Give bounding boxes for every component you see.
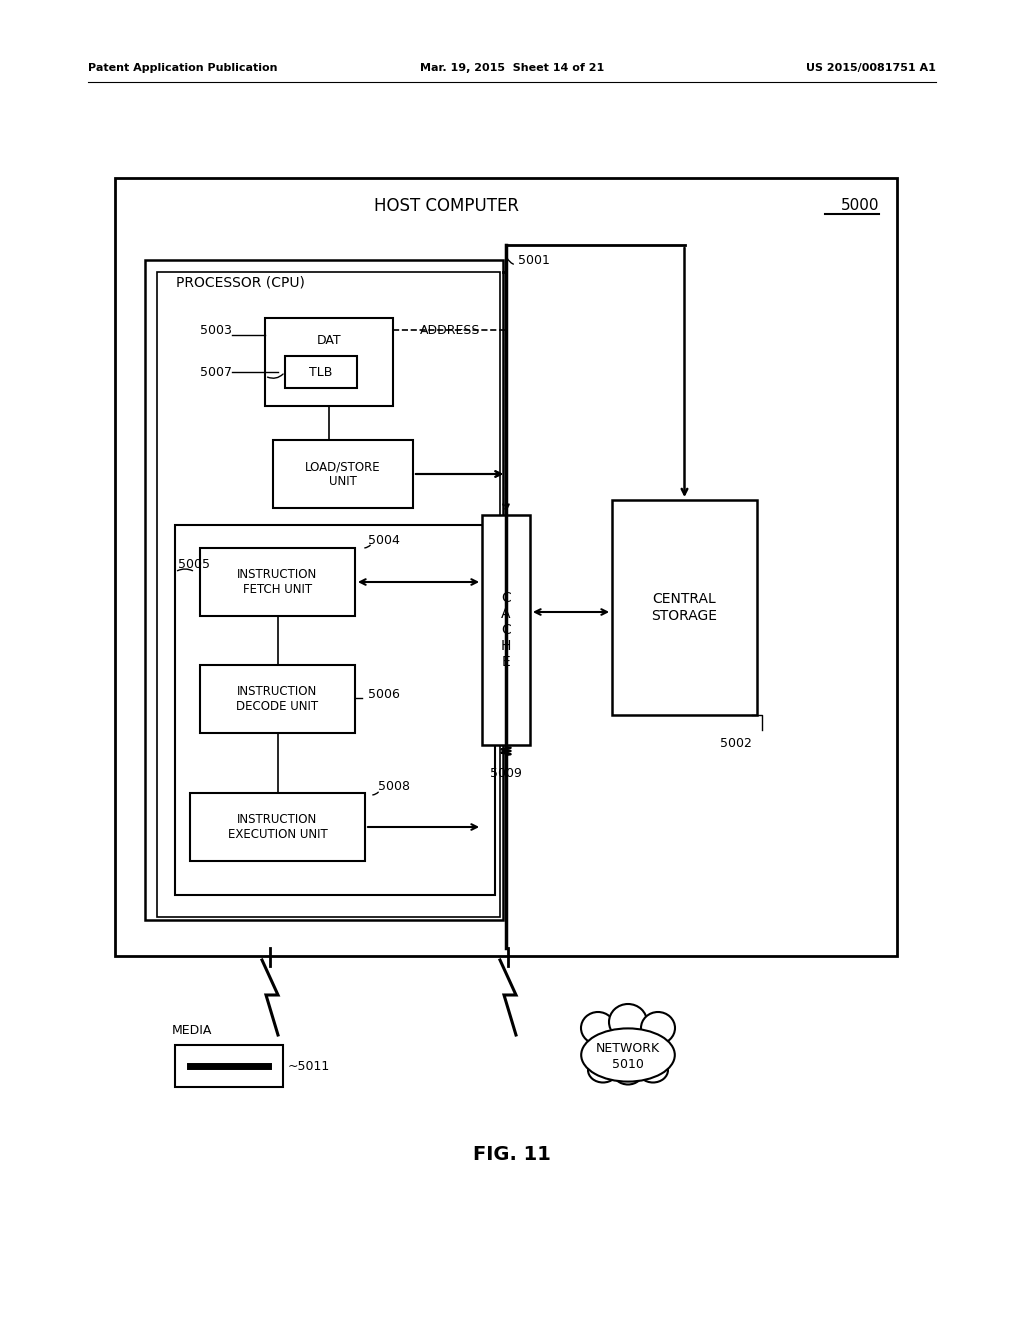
Bar [285,356,357,388]
Ellipse shape [609,1005,647,1040]
Text: Patent Application Publication: Patent Application Publication [88,63,278,73]
Text: 5009: 5009 [490,767,522,780]
Ellipse shape [613,1060,643,1085]
Text: DAT: DAT [316,334,341,346]
Text: 5008: 5008 [378,780,410,793]
Text: 5004: 5004 [368,533,400,546]
Bar [265,318,393,407]
Text: HOST COMPUTER: HOST COMPUTER [374,197,518,215]
Text: 5003: 5003 [200,323,231,337]
Text: 5006: 5006 [368,689,400,701]
Text: 5005: 5005 [178,558,210,572]
Bar [157,272,500,917]
Text: 5010: 5010 [612,1057,644,1071]
Bar [200,665,355,733]
Ellipse shape [581,1012,615,1044]
Bar [190,793,365,861]
Text: Mar. 19, 2015  Sheet 14 of 21: Mar. 19, 2015 Sheet 14 of 21 [420,63,604,73]
Bar [482,515,530,744]
Text: US 2015/0081751 A1: US 2015/0081751 A1 [806,63,936,73]
Text: ~5011: ~5011 [288,1060,331,1072]
Ellipse shape [588,1057,618,1082]
Text: ADDRESS: ADDRESS [420,323,480,337]
Ellipse shape [584,1034,672,1076]
Text: INSTRUCTION
EXECUTION UNIT: INSTRUCTION EXECUTION UNIT [227,813,328,841]
Bar [273,440,413,508]
Text: MEDIA: MEDIA [172,1024,212,1038]
Bar [200,548,355,616]
Ellipse shape [638,1057,668,1082]
Text: 5002: 5002 [720,737,752,750]
Text: TLB: TLB [309,366,333,379]
Text: PROCESSOR (CPU): PROCESSOR (CPU) [175,275,304,289]
Text: INSTRUCTION
FETCH UNIT: INSTRUCTION FETCH UNIT [238,568,317,597]
Text: C
A
C
H
E: C A C H E [501,590,511,669]
Bar [175,525,495,895]
Bar [145,260,503,920]
Text: NETWORK: NETWORK [596,1041,660,1055]
Ellipse shape [641,1012,675,1044]
Text: FIG. 11: FIG. 11 [473,1146,551,1164]
Text: 5001: 5001 [518,253,550,267]
Text: 5007: 5007 [200,366,232,379]
Text: CENTRAL
STORAGE: CENTRAL STORAGE [651,593,718,623]
Bar [612,500,757,715]
Text: LOAD/STORE
UNIT: LOAD/STORE UNIT [305,459,381,488]
Text: 5000: 5000 [841,198,879,214]
Bar [115,178,897,956]
Bar [175,1045,283,1086]
Ellipse shape [582,1028,675,1081]
Text: INSTRUCTION
DECODE UNIT: INSTRUCTION DECODE UNIT [237,685,318,713]
